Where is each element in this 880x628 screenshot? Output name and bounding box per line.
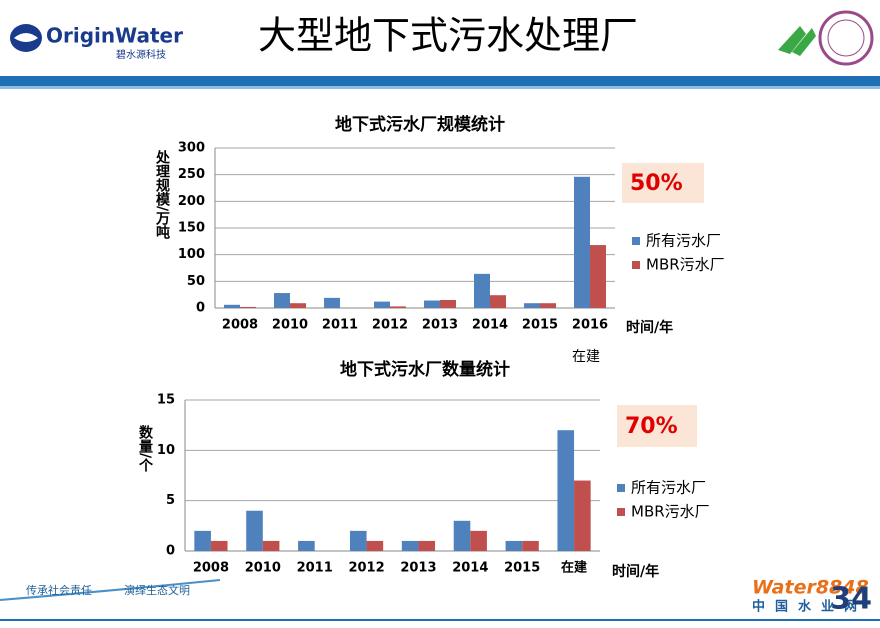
header-band-light [0,86,880,89]
legend-swatch [617,484,625,492]
bar [524,303,540,308]
y-axis-label: 数量/个 [137,424,154,472]
x-tick-label: 2013 [400,561,436,576]
bar [366,540,384,551]
bar [298,540,315,551]
bar [401,540,419,551]
bar [424,300,440,308]
x-tick-label: 2014 [452,561,488,576]
bar [374,301,390,308]
bar [490,295,506,308]
bar [474,273,490,308]
y-tick-label: 300 [178,141,205,156]
bar [246,510,263,551]
emblem-leaf [778,26,816,56]
x-tick-label: 在建 [561,560,587,576]
bar [210,540,228,551]
x-tick-label: 2011 [297,561,333,576]
bar [574,480,591,551]
chart-title: 地下式污水厂数量统计 [340,359,510,380]
highlight-box [617,405,697,447]
footer-swoosh [0,579,221,601]
legend-swatch [617,508,625,516]
emblem-seal-inner [827,19,865,57]
bar [453,520,471,551]
legend-swatch [632,261,640,269]
x-tick-label: 2010 [272,318,308,333]
x-axis-label: 时间/年 [626,319,673,336]
highlight-text: 50% [630,171,683,196]
y-tick-label: 150 [178,221,205,236]
page-title: 大型地下式污水处理厂 [258,14,638,58]
legend-label: 所有污水厂 [646,232,721,250]
bar [349,530,367,551]
legend-swatch [632,237,640,245]
logo-text: OriginWater [46,24,183,48]
x-tick-label: 2015 [504,561,540,576]
legend-label: MBR污水厂 [631,503,710,521]
bar [240,306,256,308]
x-tick-label: 2016 [572,318,608,333]
bar [574,176,590,308]
bar [324,297,340,308]
y-tick-label: 5 [166,493,175,508]
y-tick-label: 10 [157,443,175,458]
y-tick-label: 250 [178,167,205,182]
x-tick-label: 2011 [322,318,358,333]
bar [274,293,290,308]
bar [224,304,240,308]
y-tick-label: 0 [166,544,175,559]
bar [262,540,280,551]
footer-slogan: 演绎生态文明 [124,583,190,597]
x-axis-label: 时间/年 [612,563,659,580]
bar [505,540,523,551]
y-axis-label: 处理规模/万吨 [154,149,171,240]
logo-wave [14,33,38,42]
x-tick-label: 2014 [472,318,508,333]
bar [522,540,539,551]
footer-line [0,619,880,621]
bar [194,530,211,551]
y-tick-label: 0 [196,301,205,316]
chart-title: 地下式污水厂规模统计 [335,114,505,135]
bar [290,303,306,308]
bar [557,430,575,551]
y-tick-label: 50 [187,274,205,289]
highlight-box [622,163,704,203]
emblem-seal [818,10,874,66]
site-name: 中国水业网 [752,599,867,615]
bar [440,300,456,308]
x-tick-label: 2012 [372,318,408,333]
highlight-text: 70% [625,414,678,439]
site-brand: Water8848 [752,577,869,599]
legend-label: 所有污水厂 [631,479,706,497]
x-tick-label: 2013 [422,318,458,333]
x-tick-label: 2008 [193,561,229,576]
x-tick-label: 2012 [348,561,384,576]
header-band [0,76,880,86]
x-tick-label: 2010 [245,561,281,576]
bar [418,540,436,551]
y-tick-label: 15 [157,393,175,408]
x-tick-label: 2015 [522,318,558,333]
bar [590,245,606,308]
footer-slogan: 传承社会责任 [26,583,92,597]
y-tick-label: 100 [178,247,205,262]
bar [390,306,406,308]
annotation: 在建 [572,349,600,365]
bar [470,530,487,551]
page-number: 34 [830,582,872,617]
legend-label: MBR污水厂 [646,256,725,274]
logo-subtext: 碧水源科技 [116,48,166,61]
y-tick-label: 200 [178,194,205,209]
bar [540,303,556,308]
x-tick-label: 2008 [222,318,258,333]
